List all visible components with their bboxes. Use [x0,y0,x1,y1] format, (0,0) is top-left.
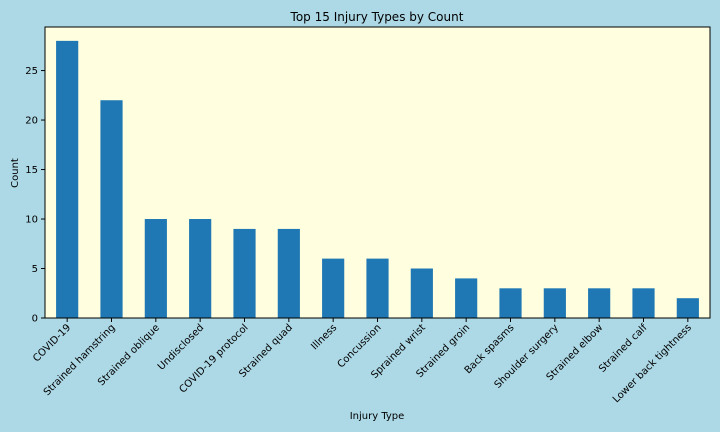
bar [144,219,167,318]
chart-title: Top 15 Injury Types by Count [290,10,464,24]
y-tick-label: 5 [32,264,38,275]
y-tick-label: 15 [25,165,38,176]
x-axis-label: Injury Type [350,411,405,422]
plot-frame [44,26,711,319]
bar [322,258,345,318]
bar [233,228,256,318]
x-tick-label: Illness [309,322,339,352]
x-tick-label: Concussion [336,322,384,370]
y-tick-label: 10 [25,215,38,226]
bar [410,268,433,318]
y-tick-label: 25 [25,66,38,77]
bar [455,278,478,318]
bar [366,258,389,318]
x-tick-label: Lower back tightness [611,322,694,405]
bars-group [56,40,699,319]
bar [543,288,566,318]
bar [676,298,699,318]
y-axis: 0 5 10 15 20 25 [25,66,45,325]
x-tick-label: COVID-19 [31,322,73,364]
bar [632,288,655,318]
bar [56,40,79,319]
bar [100,100,123,319]
bar [189,219,212,318]
y-tick-label: 20 [25,116,38,127]
bar [277,228,300,318]
bar [499,288,522,318]
bar [588,288,611,318]
y-axis-label: Count [10,158,21,188]
y-tick-label: 0 [32,314,38,325]
